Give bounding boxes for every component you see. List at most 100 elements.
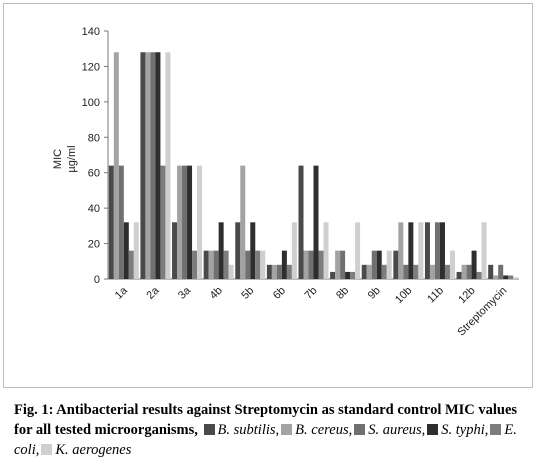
bar-1a-0 [108,165,114,279]
bar-12b-1 [461,264,467,279]
bar-Streptomycin-5 [513,277,519,279]
y-axis-title: MIC [52,149,64,169]
bar-7b-3 [313,165,319,279]
x-category-label: 6b [271,285,288,302]
bar-11b-3 [439,222,445,279]
bar-Streptomycin-2 [498,264,504,279]
bar-8b-5 [355,222,361,279]
bar-1a-5 [133,222,139,279]
x-category-label: 1a [113,284,131,302]
legend-swatch [281,424,293,435]
bar-7b-2 [308,250,314,279]
bar-4b-4 [223,250,229,279]
legend-label: S. typhi [441,422,485,438]
bar-11b-5 [449,250,455,279]
legend-label: B. subtilis [217,422,276,438]
bar-1a-2 [118,165,124,279]
bar-2a-5 [165,52,171,279]
y-tick-label: 100 [82,97,100,109]
mic-bar-chart: 0 20 40 60 80 100 120 140 MIC µg/ml 1a 2a 3a 4b 5b 6b 7b… [52,26,519,339]
legend-swatch [41,444,53,455]
y-tick-label: 140 [82,26,100,38]
bar-10b-3 [408,222,414,279]
bar-12b-5 [481,222,487,279]
bar-9b-4 [381,264,387,279]
y-tick-label: 120 [82,61,100,73]
x-category-label: 2a [144,284,162,302]
bar-11b-4 [444,264,450,279]
bar-11b-2 [434,222,440,279]
bar-5b-2 [245,250,251,279]
bar-11b-0 [424,222,430,279]
bar-5b-3 [250,222,256,279]
bar-9b-3 [376,250,382,279]
x-category-label: 8b [334,285,351,302]
bar-2a-1 [145,52,151,279]
bar-4b-0 [203,250,209,279]
bar-7b-4 [318,250,324,279]
bar-9b-5 [386,250,392,279]
bar-1a-3 [123,222,129,279]
bar-9b-0 [361,264,367,279]
bar-12b-0 [456,271,462,279]
x-category-label: 9b [366,285,383,302]
bar-6b-1 [271,264,277,279]
bar-12b-4 [476,271,482,279]
bar-3a-1 [177,165,183,279]
bar-8b-2 [340,250,346,279]
bar-3a-3 [187,165,193,279]
legend-swatch [354,424,366,435]
bar-6b-0 [266,264,272,279]
bar-6b-4 [286,264,292,279]
x-category-label: 4b [208,285,225,302]
legend-separator: , [275,422,280,438]
bar-2a-2 [150,52,156,279]
legend-label: K. aerogenes [55,442,132,458]
bar-2a-3 [155,52,161,279]
bar-6b-3 [281,250,287,279]
bar-Streptomycin-1 [493,275,499,279]
bar-8b-3 [345,271,351,279]
x-category-label: 3a [176,284,194,302]
bar-2a-4 [160,165,166,279]
legend-label: S. aureus [368,422,422,438]
y-tick-label: 0 [94,274,100,286]
bar-11b-1 [429,264,435,279]
x-category-label: 5b [239,285,256,302]
bar-5b-5 [260,250,266,279]
legend-separator: , [348,422,353,438]
figure-caption: Fig. 1: Antibacterial results against St… [14,400,536,460]
bar-8b-4 [350,271,356,279]
x-category-label: 7b [302,285,319,302]
bar-5b-0 [235,222,241,279]
bar-1a-1 [113,52,119,279]
y-tick-label: 40 [88,203,100,215]
bar-12b-2 [466,264,472,279]
bar-9b-2 [371,250,377,279]
bar-4b-1 [208,250,214,279]
bar-8b-1 [335,250,341,279]
legend-swatch [203,424,215,435]
bar-9b-1 [366,264,372,279]
bar-8b-0 [330,271,336,279]
bar-4b-5 [228,264,234,279]
bar-6b-5 [291,222,297,279]
bar-12b-3 [471,250,477,279]
bar-10b-2 [403,264,409,279]
legend-swatch [490,424,502,435]
y-tick-label: 80 [88,132,100,144]
bar-Streptomycin-0 [488,264,494,279]
legend-separator: , [35,442,40,458]
legend-swatch [427,424,439,435]
bar-1a-4 [128,250,134,279]
bar-10b-4 [413,264,419,279]
bar-6b-2 [276,264,282,279]
bar-7b-0 [298,165,304,279]
legend-label: E. coli [14,422,517,458]
x-category-label: 11b [425,285,446,306]
bar-10b-1 [398,222,404,279]
y-tick-label: 60 [88,168,100,180]
y-tick-label: 20 [88,239,100,251]
x-category-label: 10b [393,285,414,306]
bar-3a-0 [172,222,178,279]
